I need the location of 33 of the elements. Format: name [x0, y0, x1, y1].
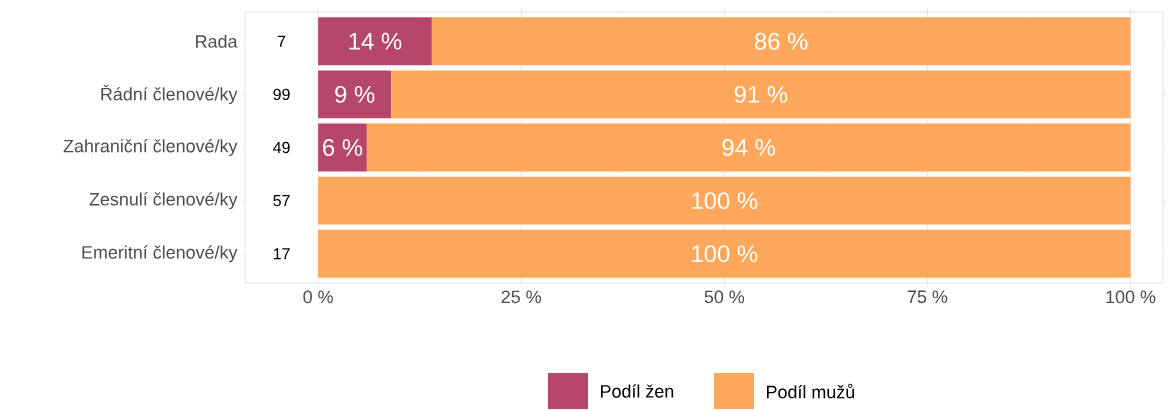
y-tick-label: Rada: [196, 34, 238, 48]
bar: [318, 70, 392, 119]
bar: [318, 17, 432, 66]
y-tick-label: Zesnulí členové/ky: [89, 192, 238, 210]
x-tick-label: 50 %: [704, 290, 745, 304]
data-label: 94 %: [722, 139, 776, 156]
legend-label: Podíl mužů: [767, 383, 855, 399]
x-tick-label: 75 %: [907, 290, 948, 304]
annotation: 49: [273, 141, 290, 154]
bar: [318, 229, 1131, 278]
y-tick-label: Emeritní členové/ky: [82, 245, 238, 263]
bar: [431, 17, 1131, 66]
data-label: 14 %: [349, 32, 402, 50]
data-label: 91 %: [734, 85, 788, 103]
y-tick-label: Zahraniční členové/ky: [63, 139, 238, 156]
annotation: 17: [273, 248, 290, 260]
bar: [391, 70, 1131, 119]
legend-label: Podíl žen: [601, 384, 674, 398]
data-label: 100 %: [692, 192, 758, 210]
bar: [318, 176, 1131, 225]
y-tick-label: Řádní členové/ky: [101, 84, 238, 105]
annotation: 99: [273, 88, 290, 101]
x-tick-label: 100 %: [1106, 290, 1156, 304]
annotation: 7: [277, 35, 286, 47]
data-label: 6 %: [323, 139, 363, 156]
x-tick-label: 0 %: [303, 290, 333, 304]
annotation: 57: [273, 195, 290, 207]
data-label: 86 %: [754, 32, 808, 50]
x-tick-label: 25 %: [501, 290, 542, 304]
bar: [318, 123, 367, 172]
bar: [366, 123, 1131, 172]
data-label: 9 %: [335, 85, 375, 103]
data-label: 100 %: [692, 245, 758, 263]
